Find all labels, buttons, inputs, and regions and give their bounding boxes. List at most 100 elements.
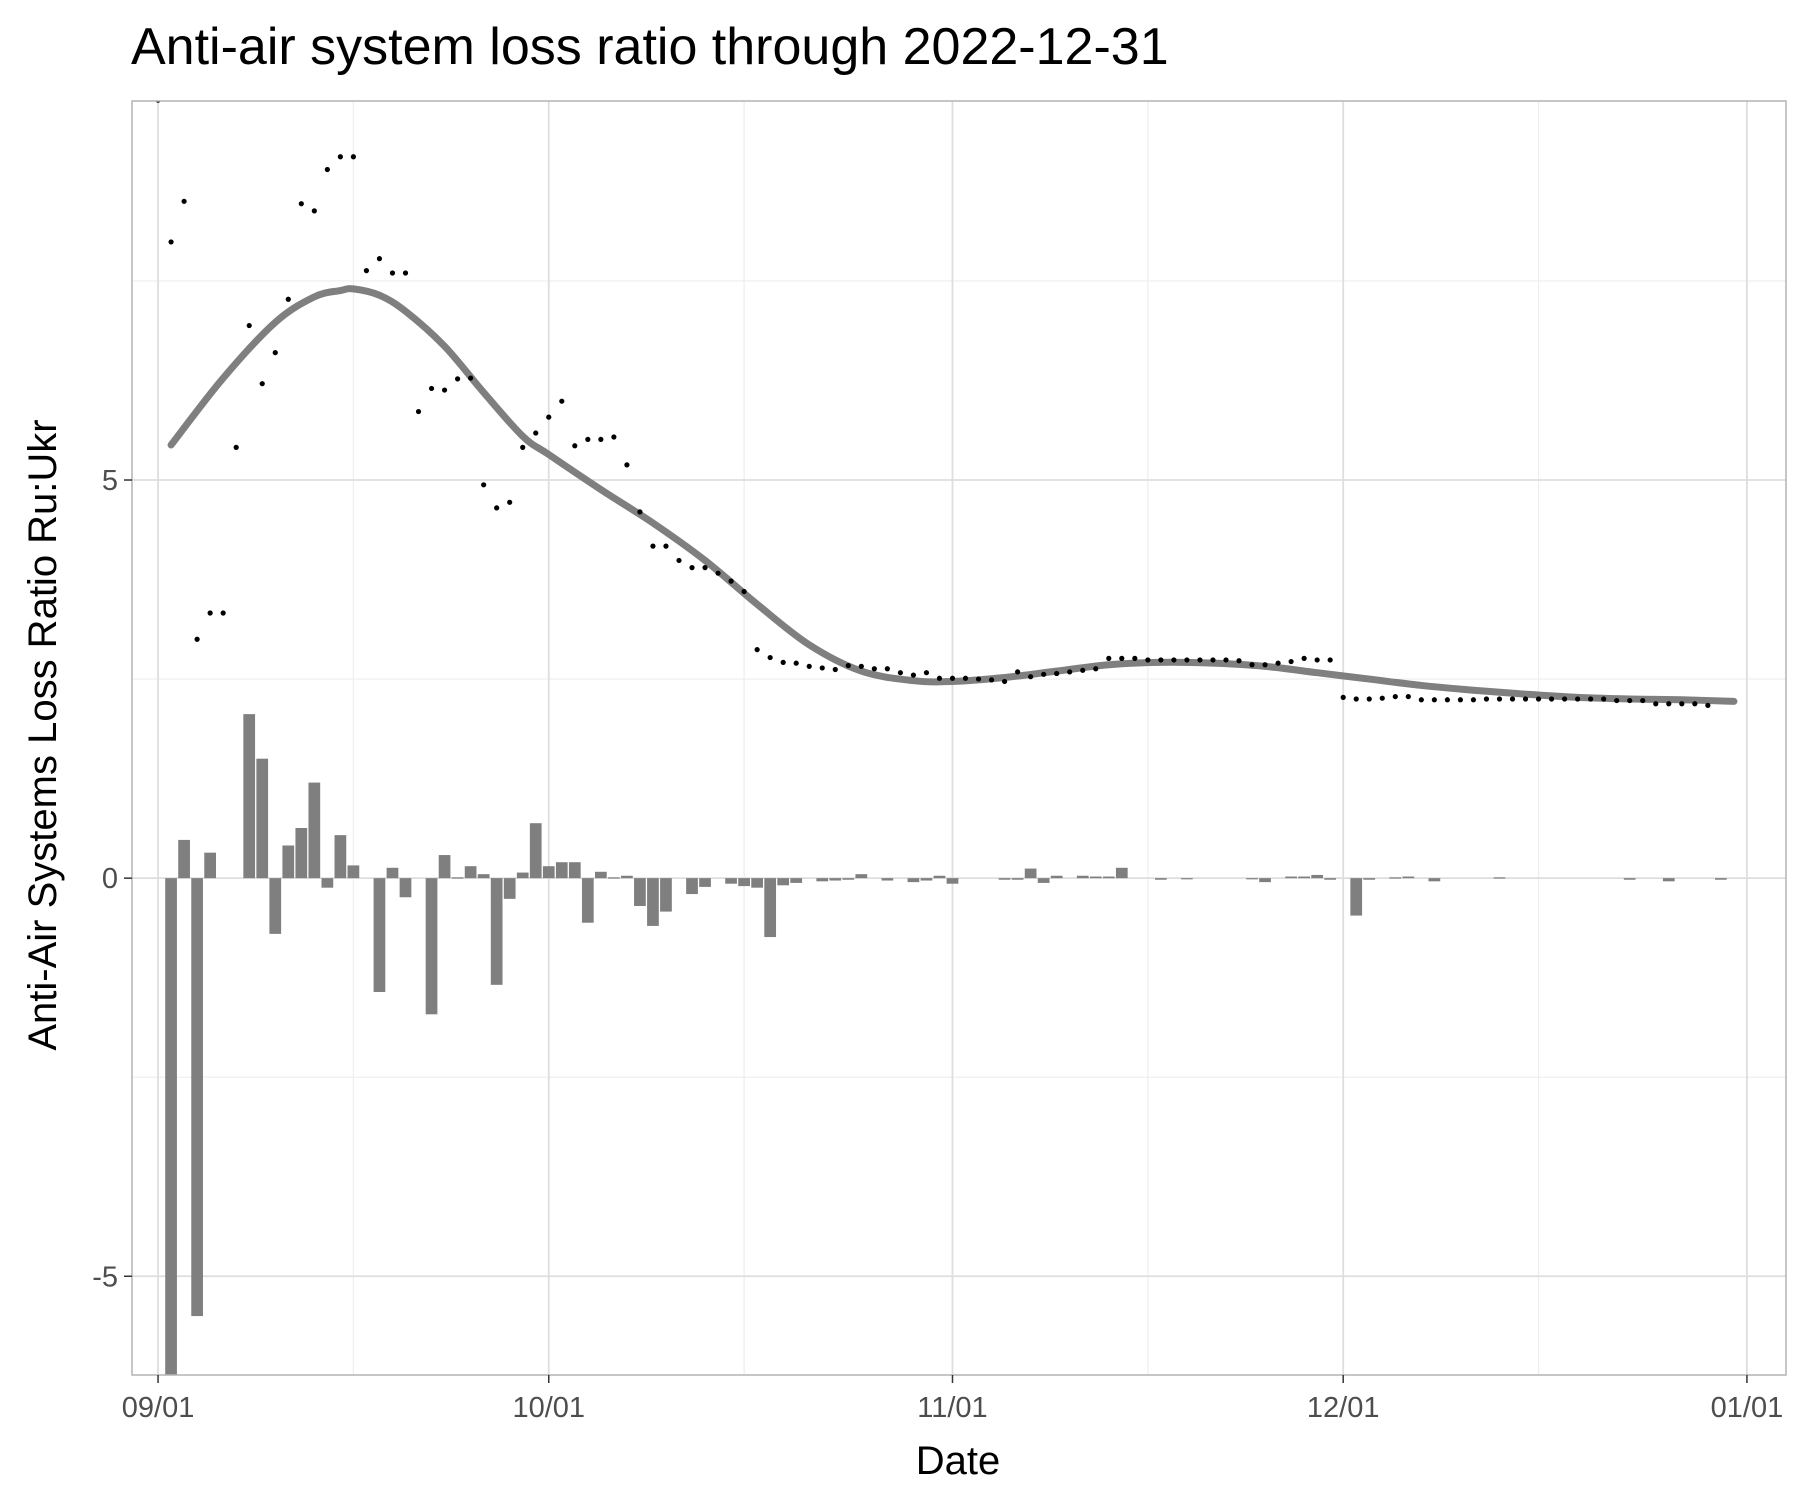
data-point [793,660,799,666]
data-point [559,398,565,404]
bar [699,878,711,887]
bar [1050,875,1063,879]
data-point [806,663,812,669]
panel-border [131,100,1787,1376]
bar [438,855,451,879]
data-point [454,376,461,382]
bar [1181,878,1193,880]
bar [1115,867,1128,879]
bar [464,866,477,879]
data-point [246,322,252,329]
x-tick-label: 01/01 [1711,1392,1784,1424]
data-point [962,675,969,681]
bar [165,878,177,1375]
data-point [1496,696,1503,702]
data-point [1223,657,1229,663]
bar [855,874,868,879]
bar [581,878,594,923]
data-point [1535,696,1542,702]
data-point [220,610,226,616]
bar [751,878,763,888]
data-point [1444,697,1450,703]
x-tick-label: 10/01 [512,1392,585,1424]
bar [1102,876,1115,879]
bar [308,782,321,879]
data-point [1705,702,1711,708]
data-point [298,201,304,207]
data-point [819,665,825,671]
bar [295,827,308,879]
data-point [780,659,786,665]
data-point [1418,697,1424,703]
data-point [1184,657,1190,663]
bar [1363,878,1376,880]
bar [1259,878,1271,883]
data-point [350,154,357,160]
data-point [533,430,539,436]
bar [647,878,659,926]
data-point [441,387,448,393]
bar [204,852,217,879]
data-point [767,654,773,661]
data-point [1601,696,1607,702]
data-point [1314,657,1320,663]
bar [516,872,529,879]
data-point [1548,696,1555,702]
data-point [259,381,265,387]
data-point [702,565,708,571]
data-point [272,350,278,356]
point-series [155,101,1711,708]
bar [790,878,803,883]
data-point [650,543,656,549]
bar [256,758,269,879]
data-point [1483,696,1490,702]
bar [842,878,855,880]
bar [1311,874,1324,879]
data-point [1509,696,1516,702]
data-point [1093,666,1099,672]
data-point [1054,670,1060,677]
data-point [1041,671,1047,677]
y-tick-label: -5 [92,1261,118,1293]
data-point [871,666,877,672]
bar [1155,878,1167,880]
data-point [181,198,187,204]
data-point [1392,693,1398,700]
bar [399,878,412,898]
bar [594,871,607,879]
data-point [1067,669,1073,675]
data-point [1575,696,1581,702]
data-point [337,154,343,160]
data-point [507,499,513,505]
data-point [910,672,917,678]
bar [1389,877,1402,879]
bar [269,878,282,934]
bar [608,877,620,879]
data-point [1653,701,1659,707]
data-point [975,676,982,682]
data-point [168,239,174,245]
data-point [1627,697,1633,704]
data-point [936,675,943,681]
data-point [1340,694,1346,700]
bar [725,878,737,884]
bar [503,878,516,899]
bar [946,878,959,884]
data-point [233,444,239,450]
data-point [415,408,422,415]
data-point [845,662,851,669]
data-point [1171,657,1177,663]
data-point [155,101,161,103]
data-point [285,296,291,302]
bar [1350,878,1363,916]
bar [1662,878,1675,882]
bar [1324,878,1337,880]
data-point [1001,678,1008,685]
data-point [428,385,435,392]
data-point [1236,658,1242,664]
data-point [624,462,630,468]
bar [1011,878,1024,880]
data-point [1210,657,1216,663]
data-point [1275,660,1281,666]
data-point [689,565,695,571]
